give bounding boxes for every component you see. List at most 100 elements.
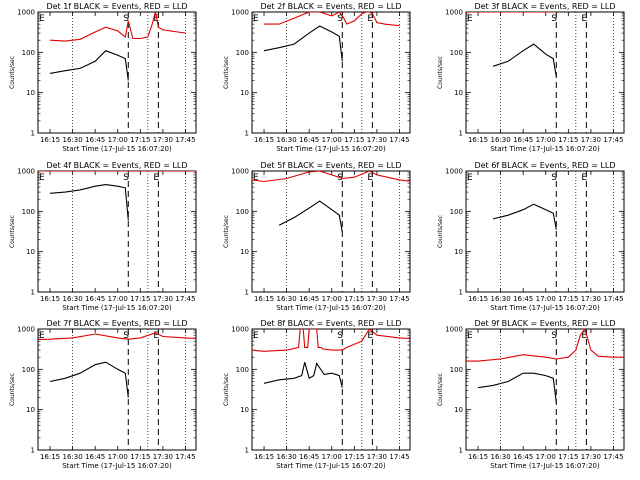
y-tick-label: 1000 xyxy=(231,326,249,334)
x-tick-label: 17:30 xyxy=(153,295,173,303)
plot-frame xyxy=(465,170,625,293)
x-tick-label: 17:30 xyxy=(153,453,173,461)
corner-label-e: E xyxy=(467,173,473,183)
y-tick-label: 10 xyxy=(26,406,35,414)
chart-title: Det 4f BLACK = Events, RED = LLD xyxy=(46,161,187,170)
x-tick-label: 16:30 xyxy=(491,295,511,303)
x-tick-label: 16:45 xyxy=(85,453,105,461)
x-tick-label: 17:15 xyxy=(344,136,364,144)
y-tick-label: 1 xyxy=(31,447,35,455)
plot-frame xyxy=(251,170,411,293)
series-line-events xyxy=(492,203,557,230)
series-line-lld xyxy=(49,12,186,42)
x-axis-label: Start Time (17-Jul-15 16:07:20) xyxy=(276,304,386,312)
x-tick-label: 16:30 xyxy=(277,295,297,303)
x-tick-label: 16:30 xyxy=(491,136,511,144)
x-tick-label: 17:15 xyxy=(344,453,364,461)
plot-frame xyxy=(37,170,197,293)
x-tick-label: 17:30 xyxy=(367,453,387,461)
x-tick-label: 16:15 xyxy=(468,136,488,144)
x-tick-label: 17:45 xyxy=(175,136,195,144)
marker-label-s: S xyxy=(123,14,129,24)
series-line-lld xyxy=(252,329,410,352)
y-tick-label: 100 xyxy=(22,208,35,216)
y-axis-label: Counts/sec xyxy=(223,373,230,406)
y-tick-label: 100 xyxy=(22,49,35,57)
x-axis-label: Start Time (17-Jul-15 16:07:20) xyxy=(490,145,600,153)
x-axis-label: Start Time (17-Jul-15 16:07:20) xyxy=(276,145,386,153)
chart-title: Det 7f BLACK = Events, RED = LLD xyxy=(46,319,187,328)
x-tick-label: 17:30 xyxy=(581,453,601,461)
y-tick-label: 100 xyxy=(450,49,463,57)
y-tick-label: 1000 xyxy=(445,168,463,176)
y-axis-label: Counts/sec xyxy=(223,215,230,248)
y-tick-label: 100 xyxy=(236,366,249,374)
x-tick-label: 17:45 xyxy=(175,453,195,461)
x-tick-label: 17:45 xyxy=(603,295,623,303)
y-tick-label: 10 xyxy=(240,89,249,97)
x-tick-label: 16:45 xyxy=(299,453,319,461)
x-tick-label: 17:15 xyxy=(558,453,578,461)
x-tick-label: 17:30 xyxy=(367,136,387,144)
chart-title: Det 6f BLACK = Events, RED = LLD xyxy=(474,161,615,170)
x-tick-label: 17:45 xyxy=(603,453,623,461)
chart-title: Det 3f BLACK = Events, RED = LLD xyxy=(474,2,615,11)
x-tick-label: 17:30 xyxy=(581,295,601,303)
x-tick-label: 16:45 xyxy=(85,136,105,144)
x-tick-label: 17:00 xyxy=(322,136,342,144)
series-line-events xyxy=(263,25,343,62)
y-tick-label: 1000 xyxy=(17,9,35,17)
marker-label-e: E xyxy=(367,173,373,183)
x-tick-label: 17:15 xyxy=(344,295,364,303)
y-tick-label: 100 xyxy=(22,366,35,374)
x-tick-label: 17:15 xyxy=(558,295,578,303)
y-tick-label: 1 xyxy=(245,447,249,455)
y-tick-label: 1 xyxy=(245,130,249,138)
x-tick-label: 16:45 xyxy=(513,295,533,303)
marker-label-e: E xyxy=(153,173,159,183)
x-axis-label: Start Time (17-Jul-15 16:07:20) xyxy=(490,304,600,312)
x-tick-label: 17:45 xyxy=(389,453,409,461)
x-tick-label: 17:00 xyxy=(536,136,556,144)
y-tick-label: 1 xyxy=(31,130,35,138)
x-tick-label: 16:45 xyxy=(513,453,533,461)
x-tick-label: 17:45 xyxy=(175,295,195,303)
plot-frame xyxy=(37,328,197,451)
series-line-events xyxy=(477,372,557,403)
y-tick-label: 10 xyxy=(26,248,35,256)
x-axis-label: Start Time (17-Jul-15 16:07:20) xyxy=(62,145,172,153)
series-line-events xyxy=(49,50,129,81)
y-tick-label: 1 xyxy=(459,130,463,138)
x-tick-label: 17:30 xyxy=(153,136,173,144)
marker-label-e: E xyxy=(581,331,587,341)
y-axis-label: Counts/sec xyxy=(9,215,16,248)
x-tick-label: 17:00 xyxy=(322,453,342,461)
x-tick-label: 17:00 xyxy=(108,295,128,303)
x-tick-label: 16:30 xyxy=(277,136,297,144)
chart-title: Det 9f BLACK = Events, RED = LLD xyxy=(474,319,615,328)
marker-label-e: E xyxy=(581,14,587,24)
series-line-events xyxy=(49,184,129,221)
y-axis-label: Counts/sec xyxy=(437,215,444,248)
x-tick-label: 17:45 xyxy=(389,136,409,144)
y-tick-label: 1000 xyxy=(231,9,249,17)
y-tick-label: 100 xyxy=(450,208,463,216)
corner-label-e: E xyxy=(39,331,45,341)
chart-title: Det 5f BLACK = Events, RED = LLD xyxy=(260,161,401,170)
x-tick-label: 16:15 xyxy=(254,136,274,144)
marker-label-e: E xyxy=(367,14,373,24)
marker-label-s: S xyxy=(551,173,557,183)
series-line-lld xyxy=(252,171,410,183)
y-tick-label: 1000 xyxy=(17,168,35,176)
y-tick-label: 100 xyxy=(236,49,249,57)
x-tick-label: 16:30 xyxy=(63,453,83,461)
x-axis-label: Start Time (17-Jul-15 16:07:20) xyxy=(62,462,172,470)
plot-frame xyxy=(465,11,625,134)
plot-frame xyxy=(251,328,411,451)
y-axis-label: Counts/sec xyxy=(223,56,230,89)
y-tick-label: 1000 xyxy=(445,9,463,17)
